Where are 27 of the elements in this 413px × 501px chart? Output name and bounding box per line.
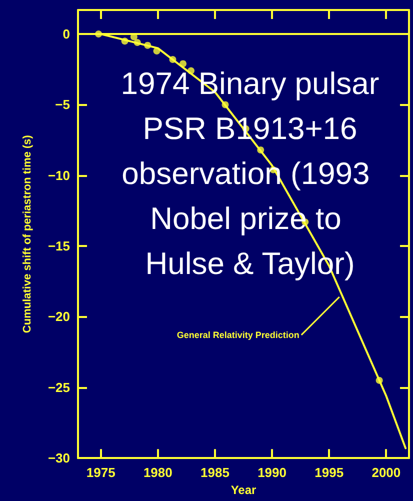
annotation: General Relativity Prediction — [176, 330, 300, 340]
point — [144, 42, 152, 49]
y-axis-title: Cumulative shift of periastron time (s) — [22, 134, 34, 334]
y-tick-label: −30 — [48, 450, 70, 466]
point — [95, 30, 102, 38]
point — [153, 47, 160, 54]
point — [222, 101, 229, 108]
point — [180, 60, 187, 68]
y-tick-label: −25 — [48, 380, 70, 395]
point — [257, 146, 264, 154]
x-axis-title: Year — [230, 483, 257, 497]
x-tick-label: 1980 — [143, 465, 172, 480]
x-tick-label: 1985 — [200, 465, 230, 480]
point — [188, 67, 194, 74]
point — [376, 376, 383, 384]
x-tick-label: 1995 — [314, 465, 344, 480]
point — [169, 56, 176, 63]
x-tick-label: 1990 — [258, 465, 286, 480]
y-tick-label: −20 — [48, 309, 70, 324]
point — [121, 38, 128, 45]
y-tick-label: −10 — [48, 168, 70, 183]
y-tick-label: 0 — [62, 26, 70, 42]
y-tick-label: −15 — [48, 238, 70, 254]
point — [134, 39, 141, 46]
x-tick-label: 2000 — [372, 465, 401, 480]
x-tick-label: 1975 — [86, 465, 116, 480]
y-tick-label: −5 — [55, 97, 70, 112]
